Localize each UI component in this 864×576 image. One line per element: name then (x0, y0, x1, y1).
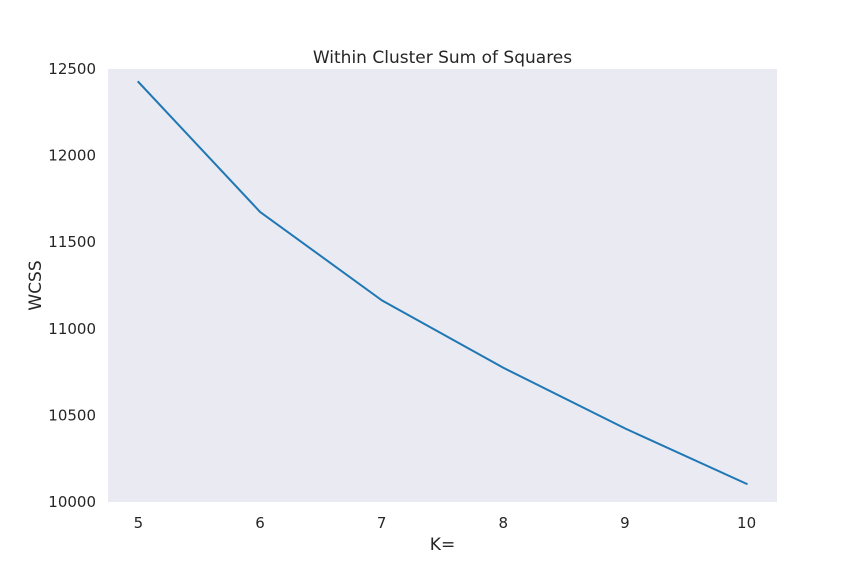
y-tick-label: 11000 (48, 320, 96, 338)
x-tick-label: 7 (377, 514, 387, 532)
data-point (746, 483, 748, 485)
data-point (502, 367, 504, 369)
series-layer (136, 80, 748, 486)
x-tick-label: 10 (737, 514, 756, 532)
x-tick-label: 6 (255, 514, 265, 532)
y-axis-title: WCSS (26, 260, 46, 310)
y-tick-label: 12000 (48, 147, 96, 165)
y-axis: 10000 10500 11000 11500 12000 12500 (48, 60, 96, 511)
plot-area (108, 69, 777, 502)
y-tick-label: 12500 (48, 60, 96, 78)
data-point (259, 211, 261, 213)
x-tick-label: 8 (499, 514, 509, 532)
y-tick-label: 10000 (48, 493, 96, 511)
data-point (381, 299, 383, 301)
y-tick-label: 10500 (48, 406, 96, 424)
x-tick-label: 5 (134, 514, 144, 532)
data-point (624, 427, 626, 429)
y-tick-label: 11500 (48, 233, 96, 251)
x-tick-label: 9 (620, 514, 630, 532)
data-point (137, 81, 139, 83)
x-axis-title: K= (430, 535, 455, 555)
chart-title: Within Cluster Sum of Squares (313, 48, 572, 68)
series-line-0 (136, 80, 748, 486)
x-axis: 5 6 7 8 9 10 (134, 514, 757, 532)
